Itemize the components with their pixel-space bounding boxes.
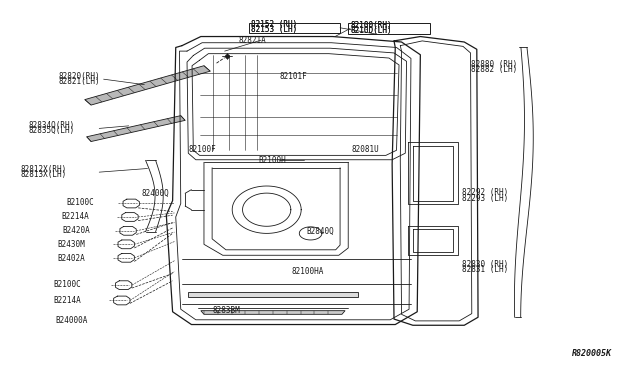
Text: 82834Q(RH): 82834Q(RH) bbox=[28, 121, 75, 130]
Text: B24000A: B24000A bbox=[55, 317, 88, 326]
Text: 82153 (LH): 82153 (LH) bbox=[251, 25, 297, 35]
Text: R820005K: R820005K bbox=[572, 349, 612, 358]
Text: 8210D(LH): 8210D(LH) bbox=[350, 26, 392, 35]
Text: 82821A: 82821A bbox=[239, 36, 266, 45]
Text: B2214A: B2214A bbox=[54, 296, 81, 305]
Text: B2100C: B2100C bbox=[67, 198, 94, 207]
Text: 82293 (LH): 82293 (LH) bbox=[461, 193, 508, 202]
Text: 82882 (LH): 82882 (LH) bbox=[470, 65, 516, 74]
Text: 82820(RH): 82820(RH) bbox=[58, 72, 100, 81]
Text: 82100F: 82100F bbox=[188, 145, 216, 154]
Text: 82813X(LH): 82813X(LH) bbox=[20, 170, 67, 179]
Polygon shape bbox=[188, 292, 358, 297]
Text: 8210D(LH): 8210D(LH) bbox=[350, 26, 392, 35]
Text: 82152 (RH): 82152 (RH) bbox=[251, 20, 297, 29]
Text: B2100H: B2100H bbox=[259, 156, 286, 165]
Bar bbox=[348, 23, 430, 33]
Text: 82831 (LH): 82831 (LH) bbox=[461, 264, 508, 274]
Text: 82835Q(LH): 82835Q(LH) bbox=[28, 126, 75, 135]
Text: 82100HA: 82100HA bbox=[292, 267, 324, 276]
Text: 82100(RH): 82100(RH) bbox=[350, 21, 392, 30]
Text: 82812X(RH): 82812X(RH) bbox=[20, 165, 67, 174]
Text: B2840Q: B2840Q bbox=[306, 227, 334, 236]
Text: 82880 (RH): 82880 (RH) bbox=[470, 60, 516, 69]
Polygon shape bbox=[85, 66, 211, 105]
Text: B2420A: B2420A bbox=[63, 226, 91, 235]
Text: 82100(RH): 82100(RH) bbox=[350, 21, 392, 30]
Text: 82400Q: 82400Q bbox=[141, 189, 169, 198]
Text: 82830 (RH): 82830 (RH) bbox=[461, 260, 508, 269]
Text: 82101F: 82101F bbox=[279, 72, 307, 81]
Text: 82153 (LH): 82153 (LH) bbox=[251, 25, 297, 35]
Text: 8283BM: 8283BM bbox=[212, 306, 240, 315]
Polygon shape bbox=[201, 311, 345, 314]
Text: 82821(LH): 82821(LH) bbox=[58, 77, 100, 86]
Text: B2100C: B2100C bbox=[54, 280, 81, 289]
Text: 82081U: 82081U bbox=[351, 145, 379, 154]
Text: B2214A: B2214A bbox=[61, 212, 90, 221]
Polygon shape bbox=[86, 116, 185, 141]
Text: 82152 (RH): 82152 (RH) bbox=[251, 20, 297, 29]
Text: B2430M: B2430M bbox=[58, 240, 86, 249]
Bar bbox=[249, 23, 340, 33]
Text: 82292 (RH): 82292 (RH) bbox=[461, 189, 508, 198]
Text: B2402A: B2402A bbox=[58, 254, 86, 263]
